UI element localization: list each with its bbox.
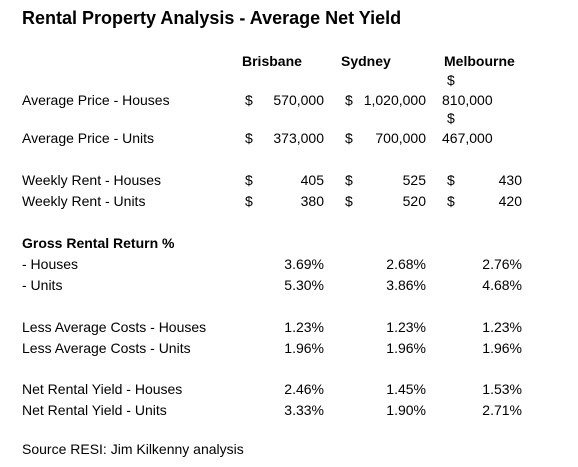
row-label-costs-houses: Less Average Costs - Houses — [22, 319, 207, 335]
currency-symbol: $ — [447, 193, 455, 209]
cell-net-houses-sydney: 1.45% — [386, 381, 426, 397]
currency-symbol: $ — [345, 172, 353, 188]
section-heading-gross-return: Gross Rental Return % — [22, 235, 175, 251]
cell-rent-houses-melbourne: 430 — [498, 172, 522, 188]
cell-price-houses-melbourne: 810,000 — [442, 92, 493, 108]
row-label-gross-units: - Units — [22, 277, 63, 293]
currency-symbol: $ — [345, 92, 353, 108]
row-label-costs-units: Less Average Costs - Units — [22, 340, 191, 356]
cell-costs-houses-melbourne: 1.23% — [482, 319, 522, 335]
cell-gross-units-brisbane: 5.30% — [284, 277, 324, 293]
cell-net-units-melbourne: 2.71% — [482, 402, 522, 418]
currency-symbol: $ — [447, 72, 455, 88]
row-label-rent-units: Weekly Rent - Units — [22, 193, 146, 209]
column-header-melbourne: Melbourne — [444, 53, 515, 69]
row-label-price-houses: Average Price - Houses — [22, 92, 170, 108]
row-label-price-units: Average Price - Units — [22, 130, 155, 146]
cell-price-units-melbourne: 467,000 — [442, 130, 493, 146]
cell-gross-units-melbourne: 4.68% — [482, 277, 522, 293]
currency-symbol: $ — [345, 193, 353, 209]
cell-rent-houses-brisbane: 405 — [300, 172, 324, 188]
cell-price-houses-brisbane: 570,000 — [273, 92, 324, 108]
cell-price-units-brisbane: 373,000 — [273, 130, 324, 146]
cell-price-houses-sydney: 1,020,000 — [363, 92, 426, 108]
cell-gross-houses-brisbane: 3.69% — [284, 256, 324, 272]
currency-symbol: $ — [245, 172, 253, 188]
cell-rent-units-brisbane: 380 — [300, 193, 324, 209]
row-label-net-units: Net Rental Yield - Units — [22, 402, 167, 418]
cell-rent-houses-sydney: 525 — [402, 172, 426, 188]
cell-gross-houses-sydney: 2.68% — [386, 256, 426, 272]
cell-rent-units-sydney: 520 — [402, 193, 426, 209]
currency-symbol: $ — [345, 130, 353, 146]
cell-costs-houses-sydney: 1.23% — [386, 319, 426, 335]
cell-costs-units-melbourne: 1.96% — [482, 340, 522, 356]
currency-symbol: $ — [447, 172, 455, 188]
column-header-sydney: Sydney — [341, 53, 391, 69]
cell-costs-units-sydney: 1.96% — [386, 340, 426, 356]
row-label-gross-houses: - Houses — [22, 256, 79, 272]
currency-symbol: $ — [447, 110, 455, 126]
page-title: Rental Property Analysis - Average Net Y… — [22, 8, 402, 28]
row-label-net-houses: Net Rental Yield - Houses — [22, 381, 183, 397]
currency-symbol: $ — [245, 130, 253, 146]
cell-rent-units-melbourne: 420 — [498, 193, 522, 209]
cell-net-houses-melbourne: 1.53% — [482, 381, 522, 397]
row-label-rent-houses: Weekly Rent - Houses — [22, 172, 162, 188]
cell-net-houses-brisbane: 2.46% — [284, 381, 324, 397]
cell-net-units-brisbane: 3.33% — [284, 402, 324, 418]
source-note: Source RESI: Jim Kilkenny analysis — [22, 441, 244, 457]
currency-symbol: $ — [245, 92, 253, 108]
cell-gross-houses-melbourne: 2.76% — [482, 256, 522, 272]
column-header-brisbane: Brisbane — [242, 53, 302, 69]
cell-net-units-sydney: 1.90% — [386, 402, 426, 418]
cell-costs-units-brisbane: 1.96% — [284, 340, 324, 356]
cell-gross-units-sydney: 3.86% — [386, 277, 426, 293]
cell-costs-houses-brisbane: 1.23% — [284, 319, 324, 335]
currency-symbol: $ — [245, 193, 253, 209]
cell-price-units-sydney: 700,000 — [375, 130, 426, 146]
